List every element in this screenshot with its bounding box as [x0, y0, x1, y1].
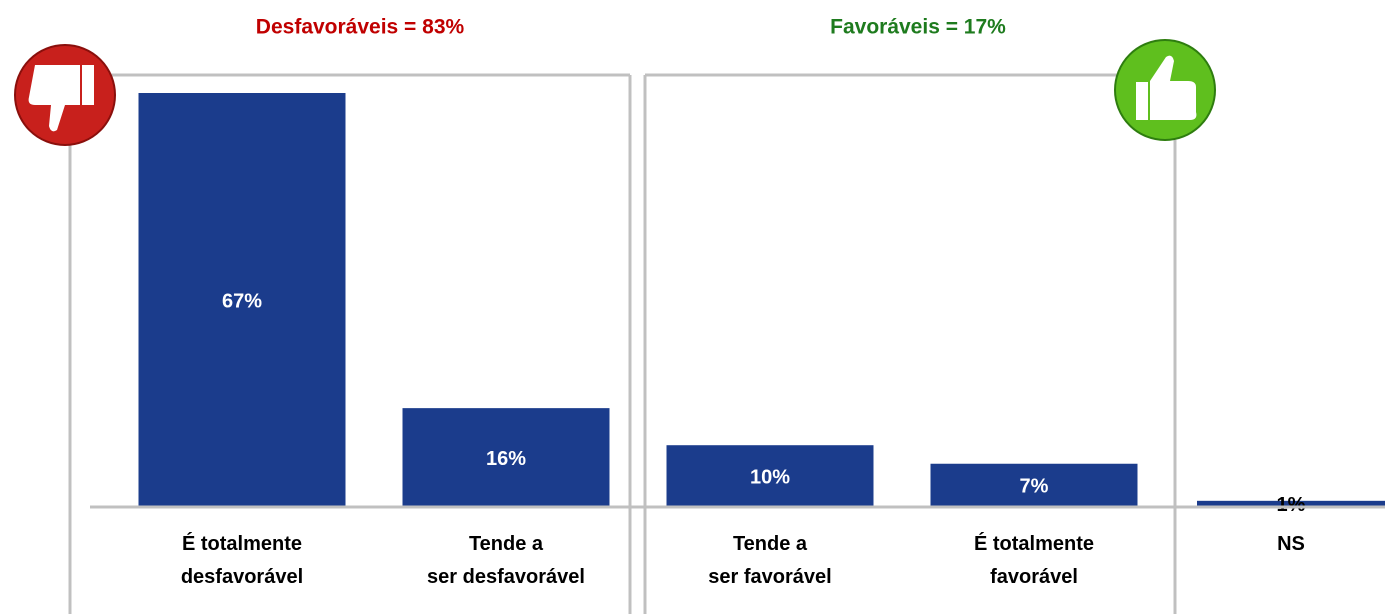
- x-tick-label: É totalmente desfavorável: [181, 532, 303, 588]
- thumbs-up-icon: [1114, 39, 1216, 141]
- annotation: Desfavoráveis = 83%: [256, 16, 465, 39]
- annotation: Favoráveis = 17%: [830, 16, 1006, 39]
- value-label: 67%: [222, 290, 262, 312]
- bar: [1197, 500, 1385, 507]
- value-label: 16%: [486, 448, 526, 470]
- bar: [402, 408, 610, 507]
- bar: [666, 445, 874, 507]
- x-tick-label: NS: [1277, 533, 1305, 555]
- bar: [138, 93, 346, 507]
- value-label: 10%: [750, 466, 790, 488]
- x-tick-label: Tende a ser desfavorável: [427, 533, 585, 588]
- bar: [930, 463, 1138, 507]
- thumbs-down-icon: [14, 44, 116, 146]
- x-tick-label: Tende a ser favorável: [708, 533, 831, 588]
- value-label: 1%: [1277, 494, 1306, 516]
- value-label: 7%: [1020, 476, 1049, 498]
- x-tick-label: É totalmente favorável: [974, 532, 1094, 588]
